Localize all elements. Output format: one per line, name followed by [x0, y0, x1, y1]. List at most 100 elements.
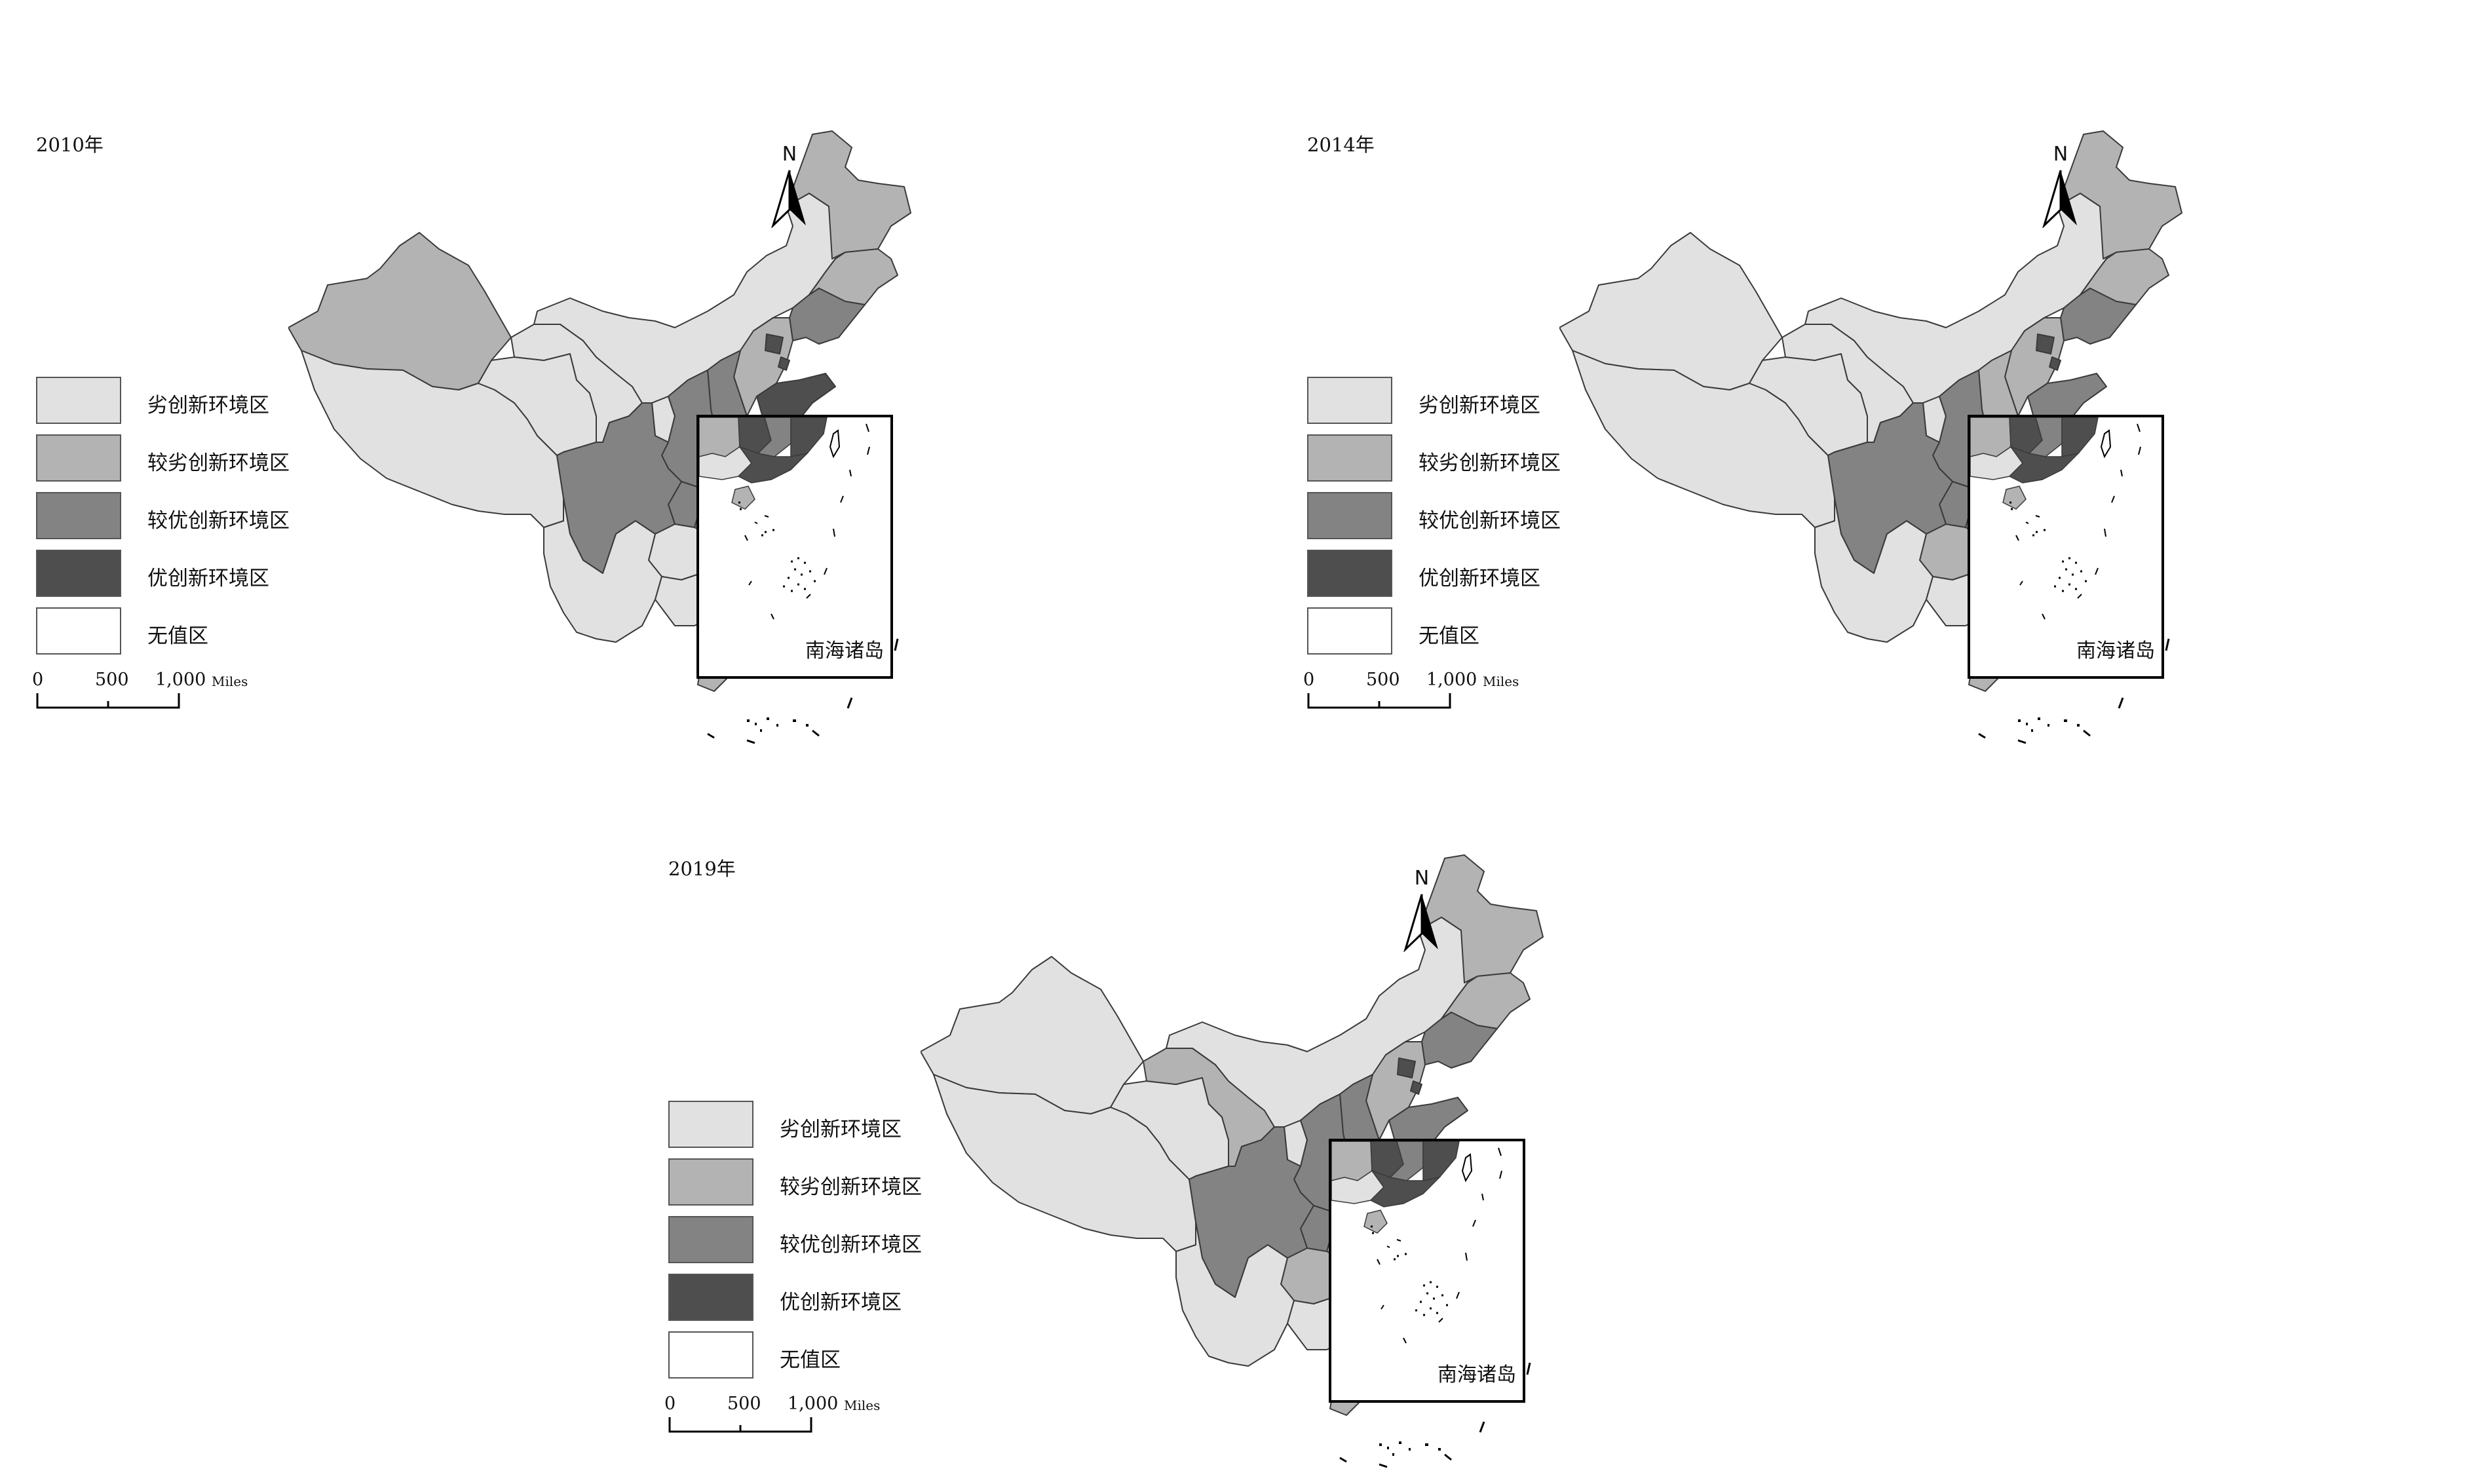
legend-label: 较劣创新环境区 [147, 451, 290, 475]
legend-swatch [668, 1101, 753, 1148]
legend-item-fairly-poor: 较劣创新环境区 [668, 1158, 970, 1211]
province-beijing [1397, 1057, 1416, 1078]
scale-unit: Miles [212, 674, 248, 689]
legend-item-none: 无值区 [1307, 607, 1609, 660]
scale-tick-1000: 1,000 [155, 670, 206, 690]
scale-bar: 0 500 1,000 Miles [664, 1394, 904, 1439]
map-year-title: 2019年 [668, 858, 736, 880]
legend-item-fairly-good: 较优创新环境区 [36, 492, 337, 544]
north-arrow-icon [1403, 894, 1438, 952]
province-beijing [765, 333, 784, 354]
legend-label: 优创新环境区 [1419, 567, 1540, 590]
legend-item-poor: 劣创新环境区 [1307, 377, 1609, 429]
inset-region [2002, 485, 2027, 510]
south-sea-islands [747, 717, 809, 732]
scale-bar: 0 500 1,000 Miles [32, 670, 272, 715]
inset-dash-line [1377, 1147, 1502, 1344]
inset-taiwan [2100, 429, 2112, 459]
scale-tick-1000: 1,000 [788, 1394, 839, 1414]
north-label: N [2053, 143, 2068, 166]
south-sea-islands [1379, 1441, 1441, 1456]
inset-region [2008, 446, 2080, 484]
legend-swatch [1307, 550, 1392, 597]
inset-region [790, 417, 828, 457]
legend-item-good: 优创新环境区 [36, 550, 337, 602]
province-yunnan [1814, 497, 1933, 643]
legend-label: 较劣创新环境区 [780, 1175, 922, 1199]
legend-swatch [36, 492, 121, 539]
province-yunnan [1175, 1221, 1295, 1367]
legend-swatch [36, 377, 121, 424]
scale-line [1307, 693, 1451, 709]
legend-label: 劣创新环境区 [147, 394, 269, 417]
legend-label: 劣创新环境区 [1419, 394, 1540, 417]
province-jilin [809, 248, 898, 305]
scale-unit: Miles [844, 1398, 881, 1413]
legend-swatch [1307, 607, 1392, 655]
inset-taiwan [1461, 1153, 1473, 1183]
south-sea-islands [2018, 717, 2080, 732]
legend-swatch [1307, 492, 1392, 539]
scale-tick-500: 500 [727, 1394, 761, 1414]
legend-swatch [1307, 377, 1392, 424]
scale-line [668, 1417, 812, 1433]
inset-region [2061, 417, 2099, 457]
inset-dash-line [744, 423, 870, 620]
inset-map [1970, 417, 2141, 620]
legend-item-good: 优创新环境区 [668, 1274, 970, 1326]
scale-bar: 0 500 1,000 Miles [1303, 670, 1543, 715]
north-label: N [1414, 867, 1430, 890]
map-panel-2: 2019年 劣创新环境区 较劣创新环境区 较优创新环境区 优创新环境区 无值区 … [632, 790, 1838, 1484]
inset-islands [2009, 501, 2087, 592]
province-heilongjiang [2057, 130, 2182, 259]
scale-tick-0: 0 [32, 670, 44, 690]
inset-taiwan [829, 429, 841, 459]
province-liaoning [2060, 288, 2137, 345]
scale-tick-0: 0 [1303, 670, 1315, 690]
legend-item-fairly-good: 较优创新环境区 [668, 1216, 970, 1268]
inset-region [1369, 1170, 1441, 1208]
legend-swatch [668, 1216, 753, 1263]
legend-swatch [668, 1158, 753, 1206]
province-jilin [2080, 248, 2169, 305]
scale-line [36, 693, 180, 709]
scale-unit: Miles [1483, 674, 1519, 689]
legend-swatch [36, 434, 121, 482]
legend-label: 劣创新环境区 [780, 1118, 902, 1141]
province-tianjin [778, 356, 790, 371]
inset-dash-line [2015, 423, 2141, 620]
inset-label: 南海诸岛 [2076, 639, 2155, 662]
legend-label: 无值区 [147, 624, 208, 648]
south-china-sea-inset: 南海诸岛 [1968, 415, 2164, 679]
legend-label: 较优创新环境区 [1419, 509, 1561, 533]
legend-swatch [1307, 434, 1392, 482]
north-arrow-icon [2042, 170, 2077, 228]
inset-region [1422, 1141, 1460, 1181]
north-arrow: N [767, 143, 812, 235]
legend-label: 无值区 [780, 1348, 841, 1372]
south-china-sea-inset: 南海诸岛 [1329, 1139, 1525, 1403]
legend-item-poor: 劣创新环境区 [36, 377, 337, 429]
legend-item-none: 无值区 [668, 1331, 970, 1384]
inset-label: 南海诸岛 [805, 639, 884, 662]
inset-islands [738, 501, 816, 592]
legend-swatch [36, 550, 121, 597]
map-year-title: 2010年 [36, 134, 104, 156]
south-china-sea-inset: 南海诸岛 [696, 415, 893, 679]
province-yunnan [543, 497, 662, 643]
north-arrow-icon [771, 170, 806, 228]
legend-item-fairly-good: 较优创新环境区 [1307, 492, 1609, 544]
legend-label: 较优创新环境区 [780, 1233, 922, 1257]
legend-swatch [668, 1274, 753, 1321]
inset-region [1363, 1209, 1388, 1234]
inset-map [1331, 1141, 1502, 1344]
scale-tick-1000: 1,000 [1426, 670, 1477, 690]
province-beijing [2036, 333, 2055, 354]
province-tianjin [2049, 356, 2061, 371]
scale-tick-500: 500 [1366, 670, 1400, 690]
province-heilongjiang [1418, 854, 1544, 983]
legend-swatch [36, 607, 121, 655]
province-tianjin [1410, 1080, 1422, 1095]
legend-item-good: 优创新环境区 [1307, 550, 1609, 602]
north-label: N [782, 143, 797, 166]
